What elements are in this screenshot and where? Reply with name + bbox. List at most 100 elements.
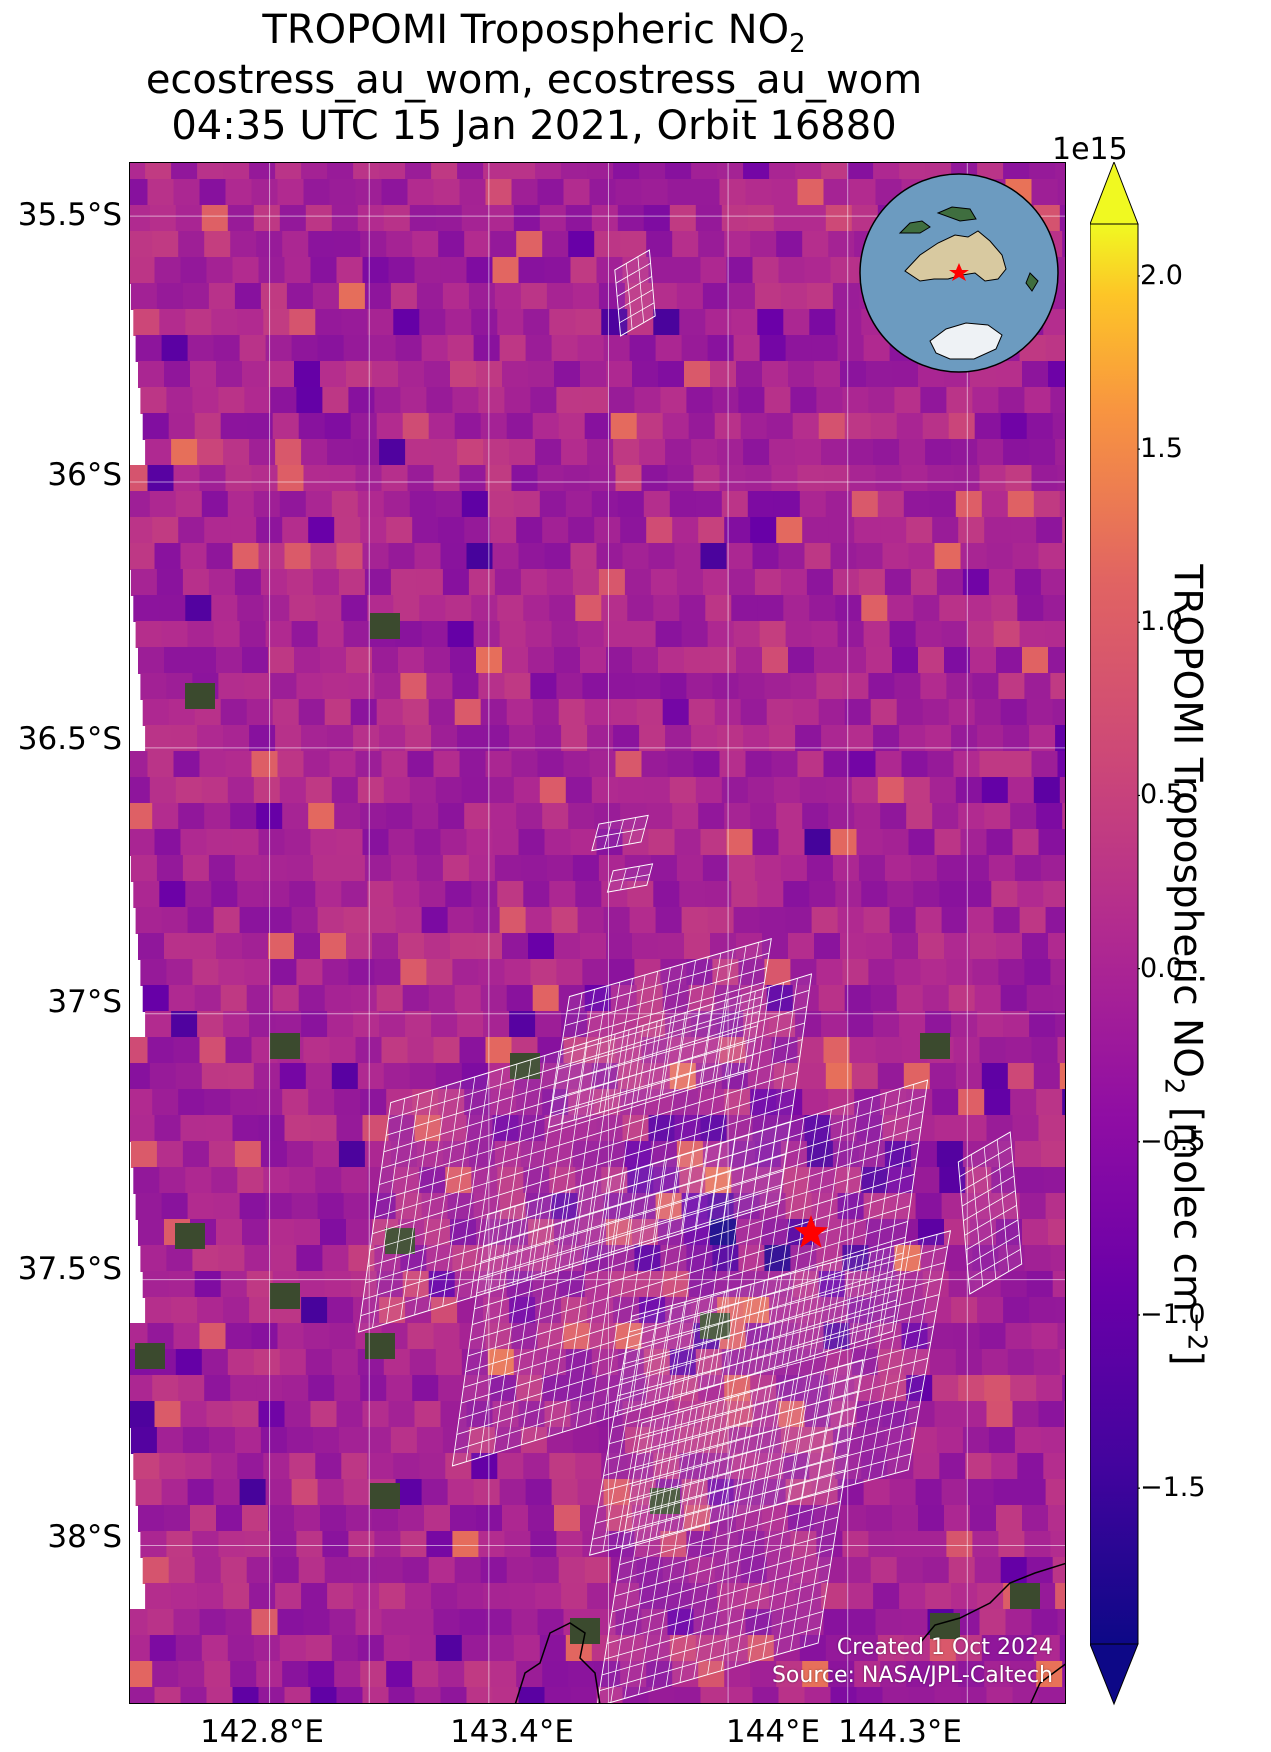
- no2-pixel: [450, 647, 477, 674]
- no2-pixel: [130, 205, 151, 232]
- no2-pixel: [258, 1687, 286, 1703]
- no2-pixel: [431, 1297, 459, 1324]
- no2-pixel: [750, 517, 778, 544]
- no2-pixel: [667, 179, 695, 206]
- no2-pixel: [795, 1583, 823, 1610]
- no2-pixel: [958, 803, 986, 830]
- no2-pixel: [409, 1349, 437, 1376]
- no2-pixel: [419, 1167, 447, 1194]
- no2-pixel: [549, 309, 577, 336]
- no2-pixel: [809, 595, 837, 622]
- no2-pixel: [133, 309, 161, 336]
- no2-pixel: [277, 751, 305, 778]
- no2-pixel: [513, 1635, 541, 1662]
- no2-pixel: [776, 517, 804, 544]
- no2-pixel: [431, 1011, 459, 1038]
- no2-pixel: [296, 1531, 324, 1558]
- no2-pixel: [497, 881, 525, 908]
- no2-pixel: [234, 1427, 262, 1454]
- no2-pixel: [981, 491, 1009, 518]
- no2-pixel: [135, 621, 163, 648]
- no2-pixel: [939, 881, 967, 908]
- no2-pixel: [308, 1661, 336, 1688]
- no2-pixel: [242, 1219, 269, 1246]
- no2-pixel: [910, 855, 938, 882]
- no2-pixel: [1029, 1297, 1057, 1324]
- no2-pixel: [329, 1609, 357, 1636]
- no2-pixel: [1012, 829, 1040, 856]
- no2-pixel: [312, 1427, 340, 1454]
- no2-pixel: [154, 1115, 182, 1142]
- no2-pixel: [882, 1687, 910, 1703]
- no2-pixel: [546, 1427, 574, 1454]
- no2-pixel: [178, 517, 206, 544]
- no2-pixel: [173, 179, 201, 206]
- site-star-icon: [793, 1215, 829, 1248]
- no2-pixel: [913, 881, 941, 908]
- no2-pixel: [934, 1115, 962, 1142]
- no2-pixel: [955, 491, 983, 518]
- no2-pixel: [459, 1037, 487, 1064]
- no2-pixel: [502, 1505, 529, 1532]
- no2-pixel: [199, 465, 227, 492]
- no2-pixel: [759, 335, 787, 362]
- no2-pixel: [298, 413, 326, 440]
- no2-pixel: [298, 699, 326, 726]
- no2-pixel: [412, 231, 440, 258]
- no2-pixel: [435, 205, 463, 232]
- no2-pixel: [955, 777, 983, 804]
- no2-pixel: [892, 361, 919, 388]
- no2-pixel: [260, 283, 288, 310]
- no2-pixel: [572, 283, 600, 310]
- no2-pixel: [178, 803, 206, 830]
- no2-pixel: [376, 413, 404, 440]
- no2-pixel: [147, 1609, 175, 1636]
- no2-pixel: [381, 1037, 409, 1064]
- no2-pixel: [561, 1297, 589, 1324]
- no2-pixel: [570, 257, 598, 284]
- no2-pixel: [641, 179, 669, 206]
- no2-pixel: [166, 1245, 194, 1272]
- no2-pixel: [504, 387, 532, 414]
- no2-pixel: [166, 387, 194, 414]
- no2-pixel: [138, 1505, 165, 1532]
- no2-pixel: [159, 595, 187, 622]
- graticule-lines: [130, 163, 1065, 1703]
- no2-pixel: [258, 1401, 286, 1428]
- no2-pixel: [329, 751, 357, 778]
- no2-pixel: [294, 1219, 321, 1246]
- no2-pixel: [216, 1219, 243, 1246]
- no2-pixel: [854, 803, 882, 830]
- colorbar-tick-label: −1.0: [1140, 1298, 1206, 1330]
- no2-pixel: [173, 751, 201, 778]
- no2-pixel: [563, 465, 591, 492]
- map-panel[interactable]: Created 1 Oct 2024 Source: NASA/JPL-Calt…: [129, 162, 1066, 1704]
- no2-pixel: [849, 179, 877, 206]
- no2-pixel: [1038, 1687, 1065, 1703]
- no2-pixel: [648, 1687, 676, 1703]
- no2-pixel: [785, 907, 813, 934]
- no2-pixel: [866, 361, 893, 388]
- no2-pixel: [182, 1141, 210, 1168]
- no2-pixel: [572, 569, 600, 596]
- no2-pixel: [1059, 1349, 1065, 1376]
- no2-pixel: [551, 335, 579, 362]
- no2-pixel: [372, 647, 399, 674]
- no2-pixel: [1014, 569, 1042, 596]
- no2-pixel: [473, 335, 501, 362]
- no2-pixel: [757, 881, 785, 908]
- no2-map[interactable]: [130, 163, 1066, 1704]
- no2-pixel: [478, 387, 506, 414]
- no2-pixel: [740, 413, 768, 440]
- no2-pixel: [282, 517, 310, 544]
- no2-pixel: [327, 439, 355, 466]
- no2-pixel: [719, 179, 747, 206]
- no2-pixel: [182, 855, 210, 882]
- no2-pixel: [445, 881, 473, 908]
- no2-pixel: [308, 231, 336, 258]
- no2-pixel: [471, 595, 499, 622]
- no2-pixel: [887, 1453, 915, 1480]
- no2-pixel: [466, 257, 494, 284]
- no2-pixel: [639, 439, 667, 466]
- no2-pixel: [149, 491, 177, 518]
